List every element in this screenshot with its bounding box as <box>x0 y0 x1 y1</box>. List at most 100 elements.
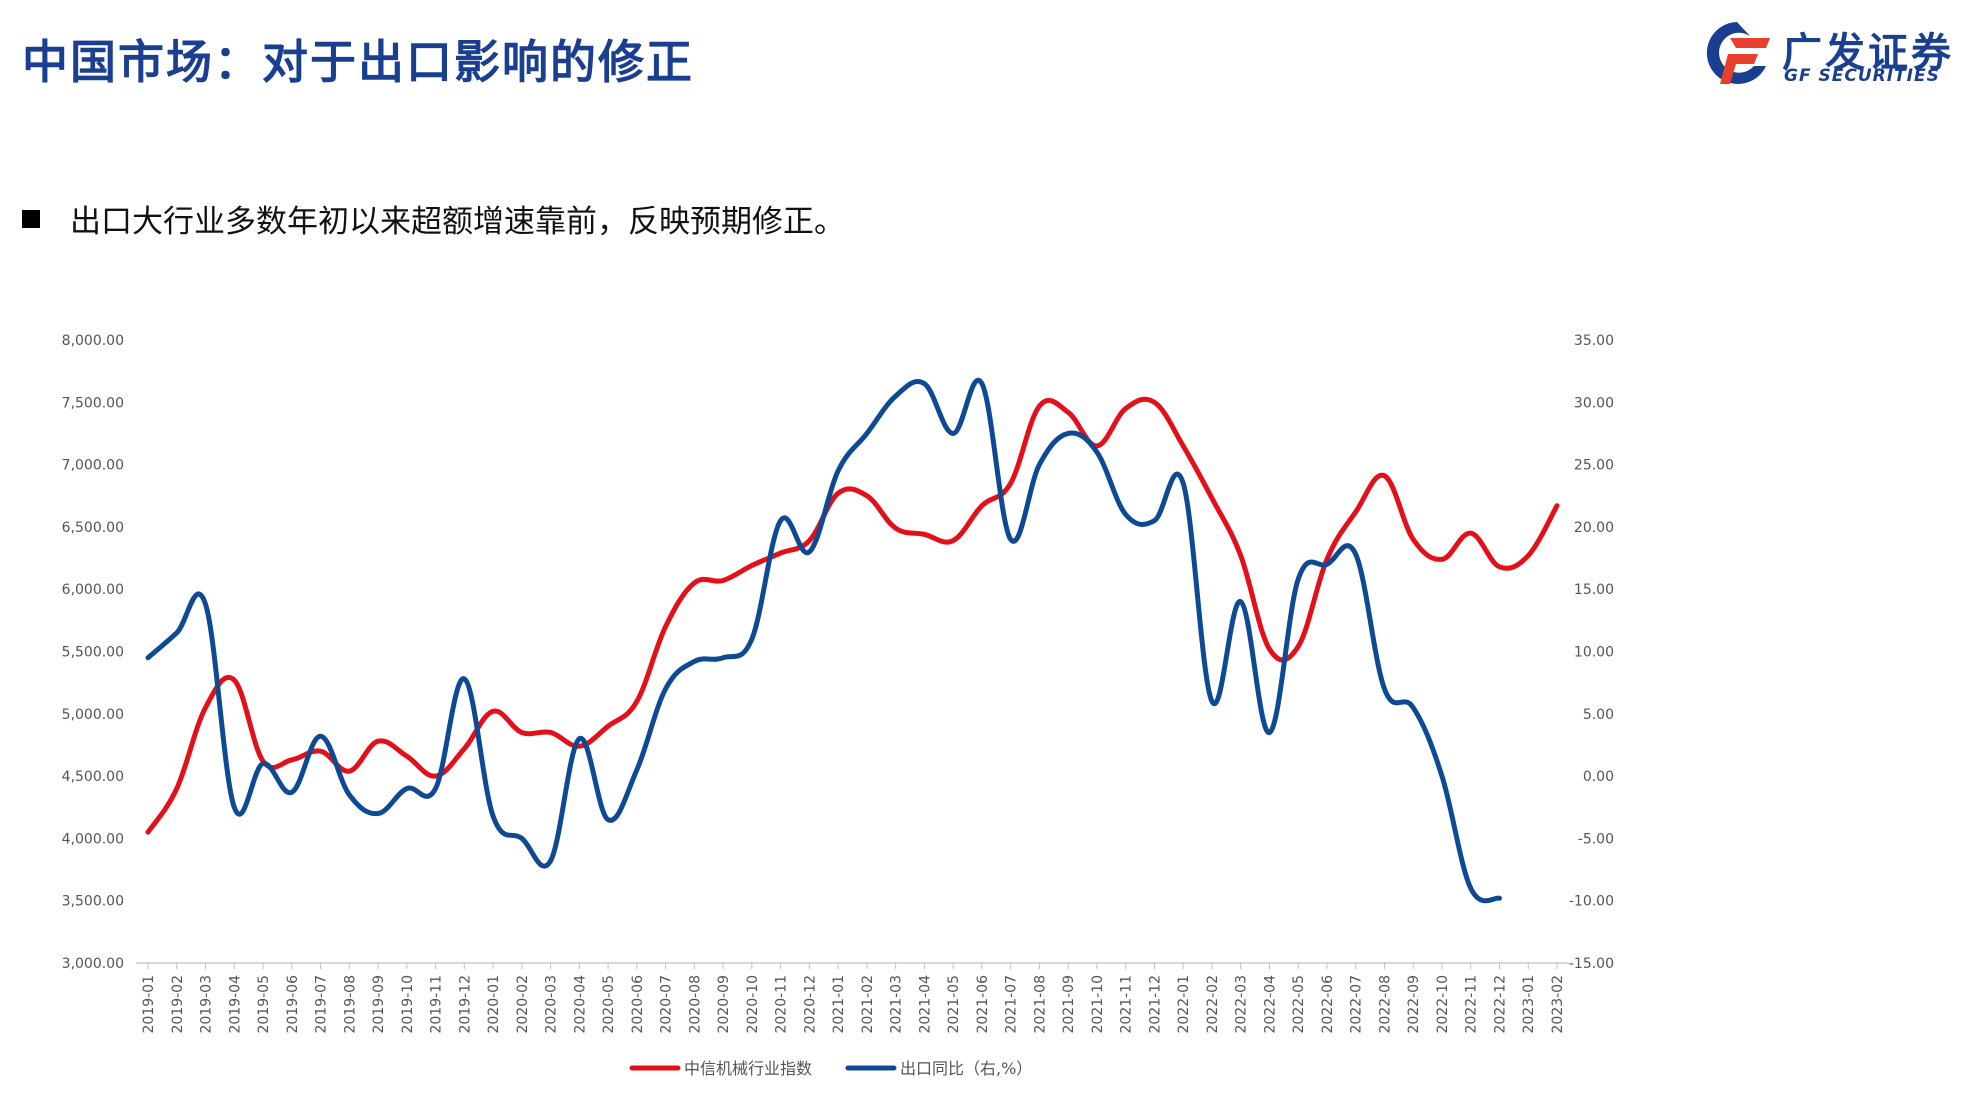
data-point <box>1439 557 1444 562</box>
data-point <box>692 659 697 664</box>
data-point <box>1123 512 1128 517</box>
x-axis-tick-label: 2020-07 <box>659 975 675 1034</box>
data-point <box>1037 462 1042 467</box>
data-point <box>289 757 294 762</box>
data-point <box>606 724 611 729</box>
gf-logo-icon <box>1706 22 1770 84</box>
x-axis-tick-label: 2022-08 <box>1377 975 1393 1034</box>
right-axis-tick-label: -10.00 <box>1569 894 1614 910</box>
data-point <box>634 767 639 772</box>
data-point <box>864 431 869 436</box>
data-point <box>146 830 151 835</box>
data-point <box>1238 599 1243 604</box>
right-axis-tick-label: 20.00 <box>1574 520 1614 536</box>
right-axis-tick-label: 25.00 <box>1574 458 1614 474</box>
data-point <box>1411 705 1416 710</box>
data-point <box>519 836 524 841</box>
data-point <box>836 491 841 496</box>
x-axis-tick-label: 2020-06 <box>630 975 646 1034</box>
x-axis-tick-label: 2022-11 <box>1464 975 1480 1034</box>
data-point <box>893 394 898 399</box>
data-point <box>232 805 237 810</box>
right-axis-tick-label: -15.00 <box>1569 956 1614 972</box>
data-point <box>548 858 553 863</box>
data-point <box>1324 562 1329 567</box>
logo-english-name: GF SECURITIES <box>1784 66 1940 86</box>
x-axis-tick-label: 2021-10 <box>1090 975 1106 1034</box>
data-point <box>519 730 524 735</box>
x-axis-tick-label: 2022-05 <box>1291 975 1307 1034</box>
data-point <box>1526 553 1531 558</box>
x-axis-tick-label: 2020-04 <box>572 975 588 1034</box>
series-line-export-yoy <box>145 377 1502 904</box>
x-axis-tick-label: 2022-06 <box>1320 975 1336 1034</box>
data-point <box>1238 553 1243 558</box>
x-axis-tick-label: 2023-01 <box>1521 975 1537 1034</box>
data-point <box>232 678 237 683</box>
x-axis-tick-label: 2023-02 <box>1550 975 1566 1034</box>
right-axis-tick-label: 5.00 <box>1583 707 1614 723</box>
left-axis-tick-label: 3,500.00 <box>62 894 124 910</box>
data-point <box>807 549 812 554</box>
x-axis-tick-label: 2022-04 <box>1262 975 1278 1034</box>
data-point <box>462 746 467 751</box>
data-point <box>1468 531 1473 536</box>
data-point <box>376 739 381 744</box>
data-point <box>318 734 323 739</box>
data-point <box>577 736 582 741</box>
data-point <box>1353 509 1358 514</box>
data-point <box>663 624 668 629</box>
data-point <box>203 602 208 607</box>
data-point <box>1066 410 1071 415</box>
x-axis-tick-label: 2021-01 <box>831 975 847 1034</box>
gf-securities-logo: 广发证券 GF SECURITIES <box>1700 14 1960 94</box>
slide-title: 中国市场：对于出口影响的修正 <box>22 35 694 89</box>
x-axis-tick-label: 2020-08 <box>687 975 703 1034</box>
data-point <box>1353 552 1358 557</box>
data-point <box>174 786 179 791</box>
x-axis-tick-label: 2019-02 <box>170 975 186 1034</box>
data-point <box>1008 481 1013 486</box>
left-axis-tick-label: 7,500.00 <box>62 395 124 411</box>
data-point <box>864 493 869 498</box>
data-point <box>749 637 754 642</box>
data-point <box>1152 518 1157 523</box>
left-axis-tick-label: 6,500.00 <box>62 520 124 536</box>
data-point <box>203 705 208 710</box>
x-axis-tick-label: 2021-05 <box>946 975 962 1034</box>
data-point <box>376 811 381 816</box>
data-point <box>1094 450 1099 455</box>
data-point <box>1181 443 1186 448</box>
x-axis-tick-label: 2019-11 <box>429 975 445 1034</box>
left-axis-tick-label: 4,000.00 <box>62 831 124 847</box>
data-point <box>462 676 467 681</box>
data-point <box>491 813 496 818</box>
data-point <box>491 709 496 714</box>
right-axis-tick-label: -5.00 <box>1578 831 1614 847</box>
data-point <box>1497 896 1502 901</box>
data-point <box>146 655 151 660</box>
left-axis-tick-label: 5,000.00 <box>62 707 124 723</box>
data-point <box>1066 431 1071 436</box>
left-axis-tick-label: 5,500.00 <box>62 645 124 661</box>
x-axis-tick-label: 2020-02 <box>515 975 531 1034</box>
data-point <box>1008 537 1013 542</box>
right-axis-tick-label: 15.00 <box>1574 582 1614 598</box>
data-point <box>1468 886 1473 891</box>
x-axis-tick-label: 2022-03 <box>1234 975 1250 1034</box>
data-point <box>778 518 783 523</box>
x-axis-tick-label: 2019-06 <box>285 975 301 1034</box>
x-axis-tick-label: 2021-07 <box>1004 975 1020 1034</box>
x-axis-tick-label: 2022-09 <box>1406 975 1422 1034</box>
x-axis-tick-label: 2020-09 <box>716 975 732 1034</box>
x-axis-tick-label: 2021-02 <box>860 975 876 1034</box>
x-axis-tick-label: 2020-11 <box>774 975 790 1034</box>
x-axis-tick-label: 2019-05 <box>256 975 272 1034</box>
left-axis-tick-label: 7,000.00 <box>62 458 124 474</box>
logo-chinese-name: 广发证券 <box>1782 30 1954 76</box>
x-axis-tick-label: 2022-01 <box>1176 975 1192 1034</box>
data-point <box>893 526 898 531</box>
data-point <box>979 503 984 508</box>
data-point <box>778 551 783 556</box>
